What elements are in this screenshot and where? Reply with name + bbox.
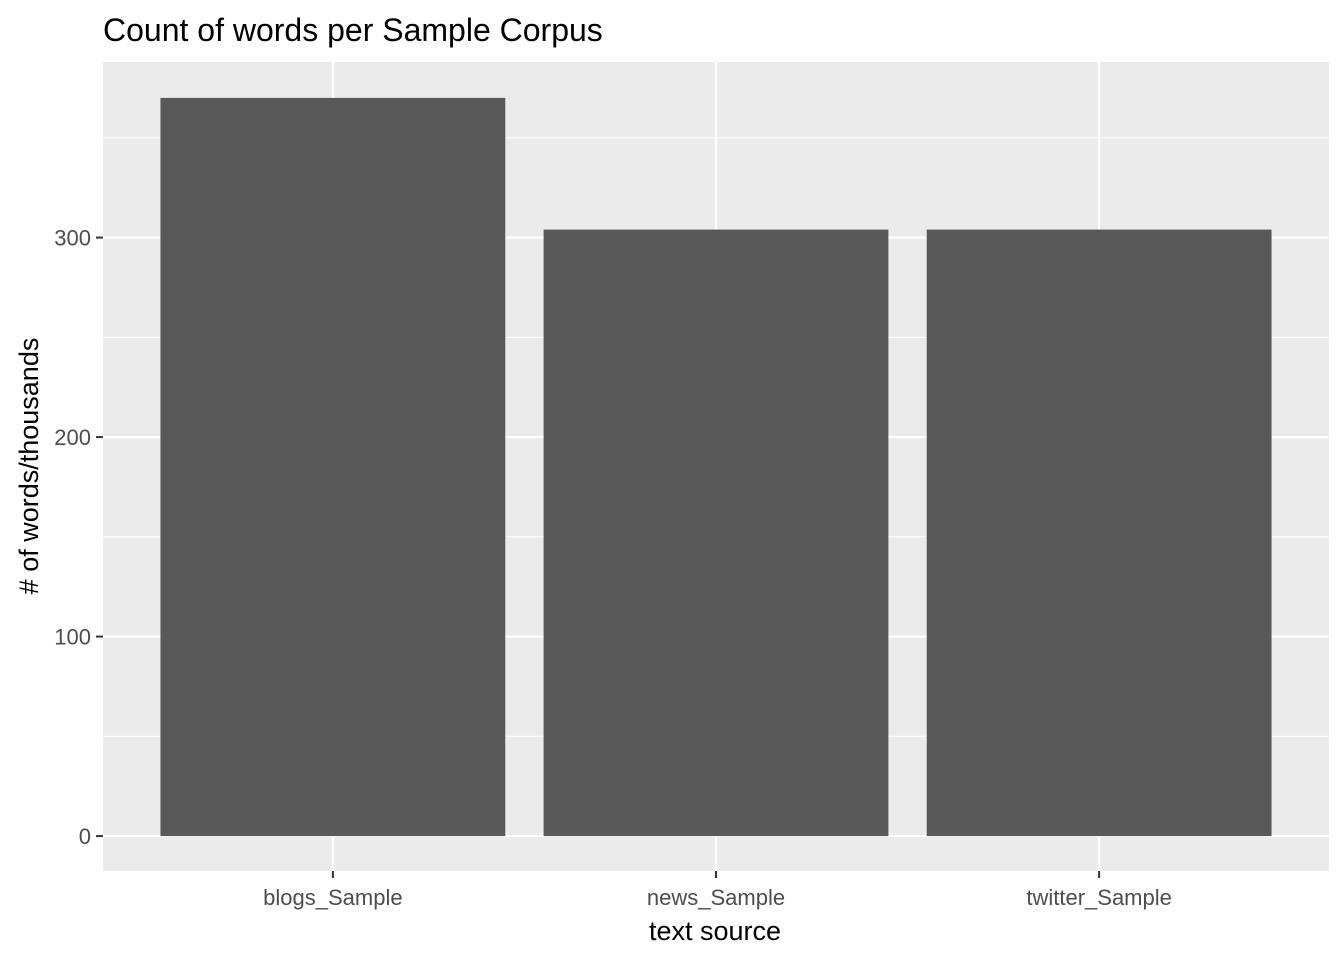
y-tick-label: 200 bbox=[54, 425, 91, 450]
y-axis: 0 100 200 300 bbox=[54, 226, 103, 849]
x-tick-label: blogs_Sample bbox=[263, 885, 402, 910]
x-tick-label: twitter_Sample bbox=[1026, 885, 1172, 910]
x-axis: blogs_Sample news_Sample twitter_Sample bbox=[263, 871, 1172, 910]
bars bbox=[160, 97, 1272, 837]
y-axis-title: # of words/thousands bbox=[14, 338, 44, 595]
bar-blogs_Sample bbox=[160, 97, 506, 837]
bar-twitter_Sample bbox=[926, 229, 1272, 837]
y-tick-label: 300 bbox=[54, 226, 91, 251]
chart-title: Count of words per Sample Corpus bbox=[103, 12, 603, 48]
x-axis-title: text source bbox=[649, 916, 781, 946]
y-tick-label: 0 bbox=[79, 824, 91, 849]
x-tick-label: news_Sample bbox=[647, 885, 785, 910]
y-tick-label: 100 bbox=[54, 625, 91, 650]
bar-news_Sample bbox=[543, 229, 889, 837]
